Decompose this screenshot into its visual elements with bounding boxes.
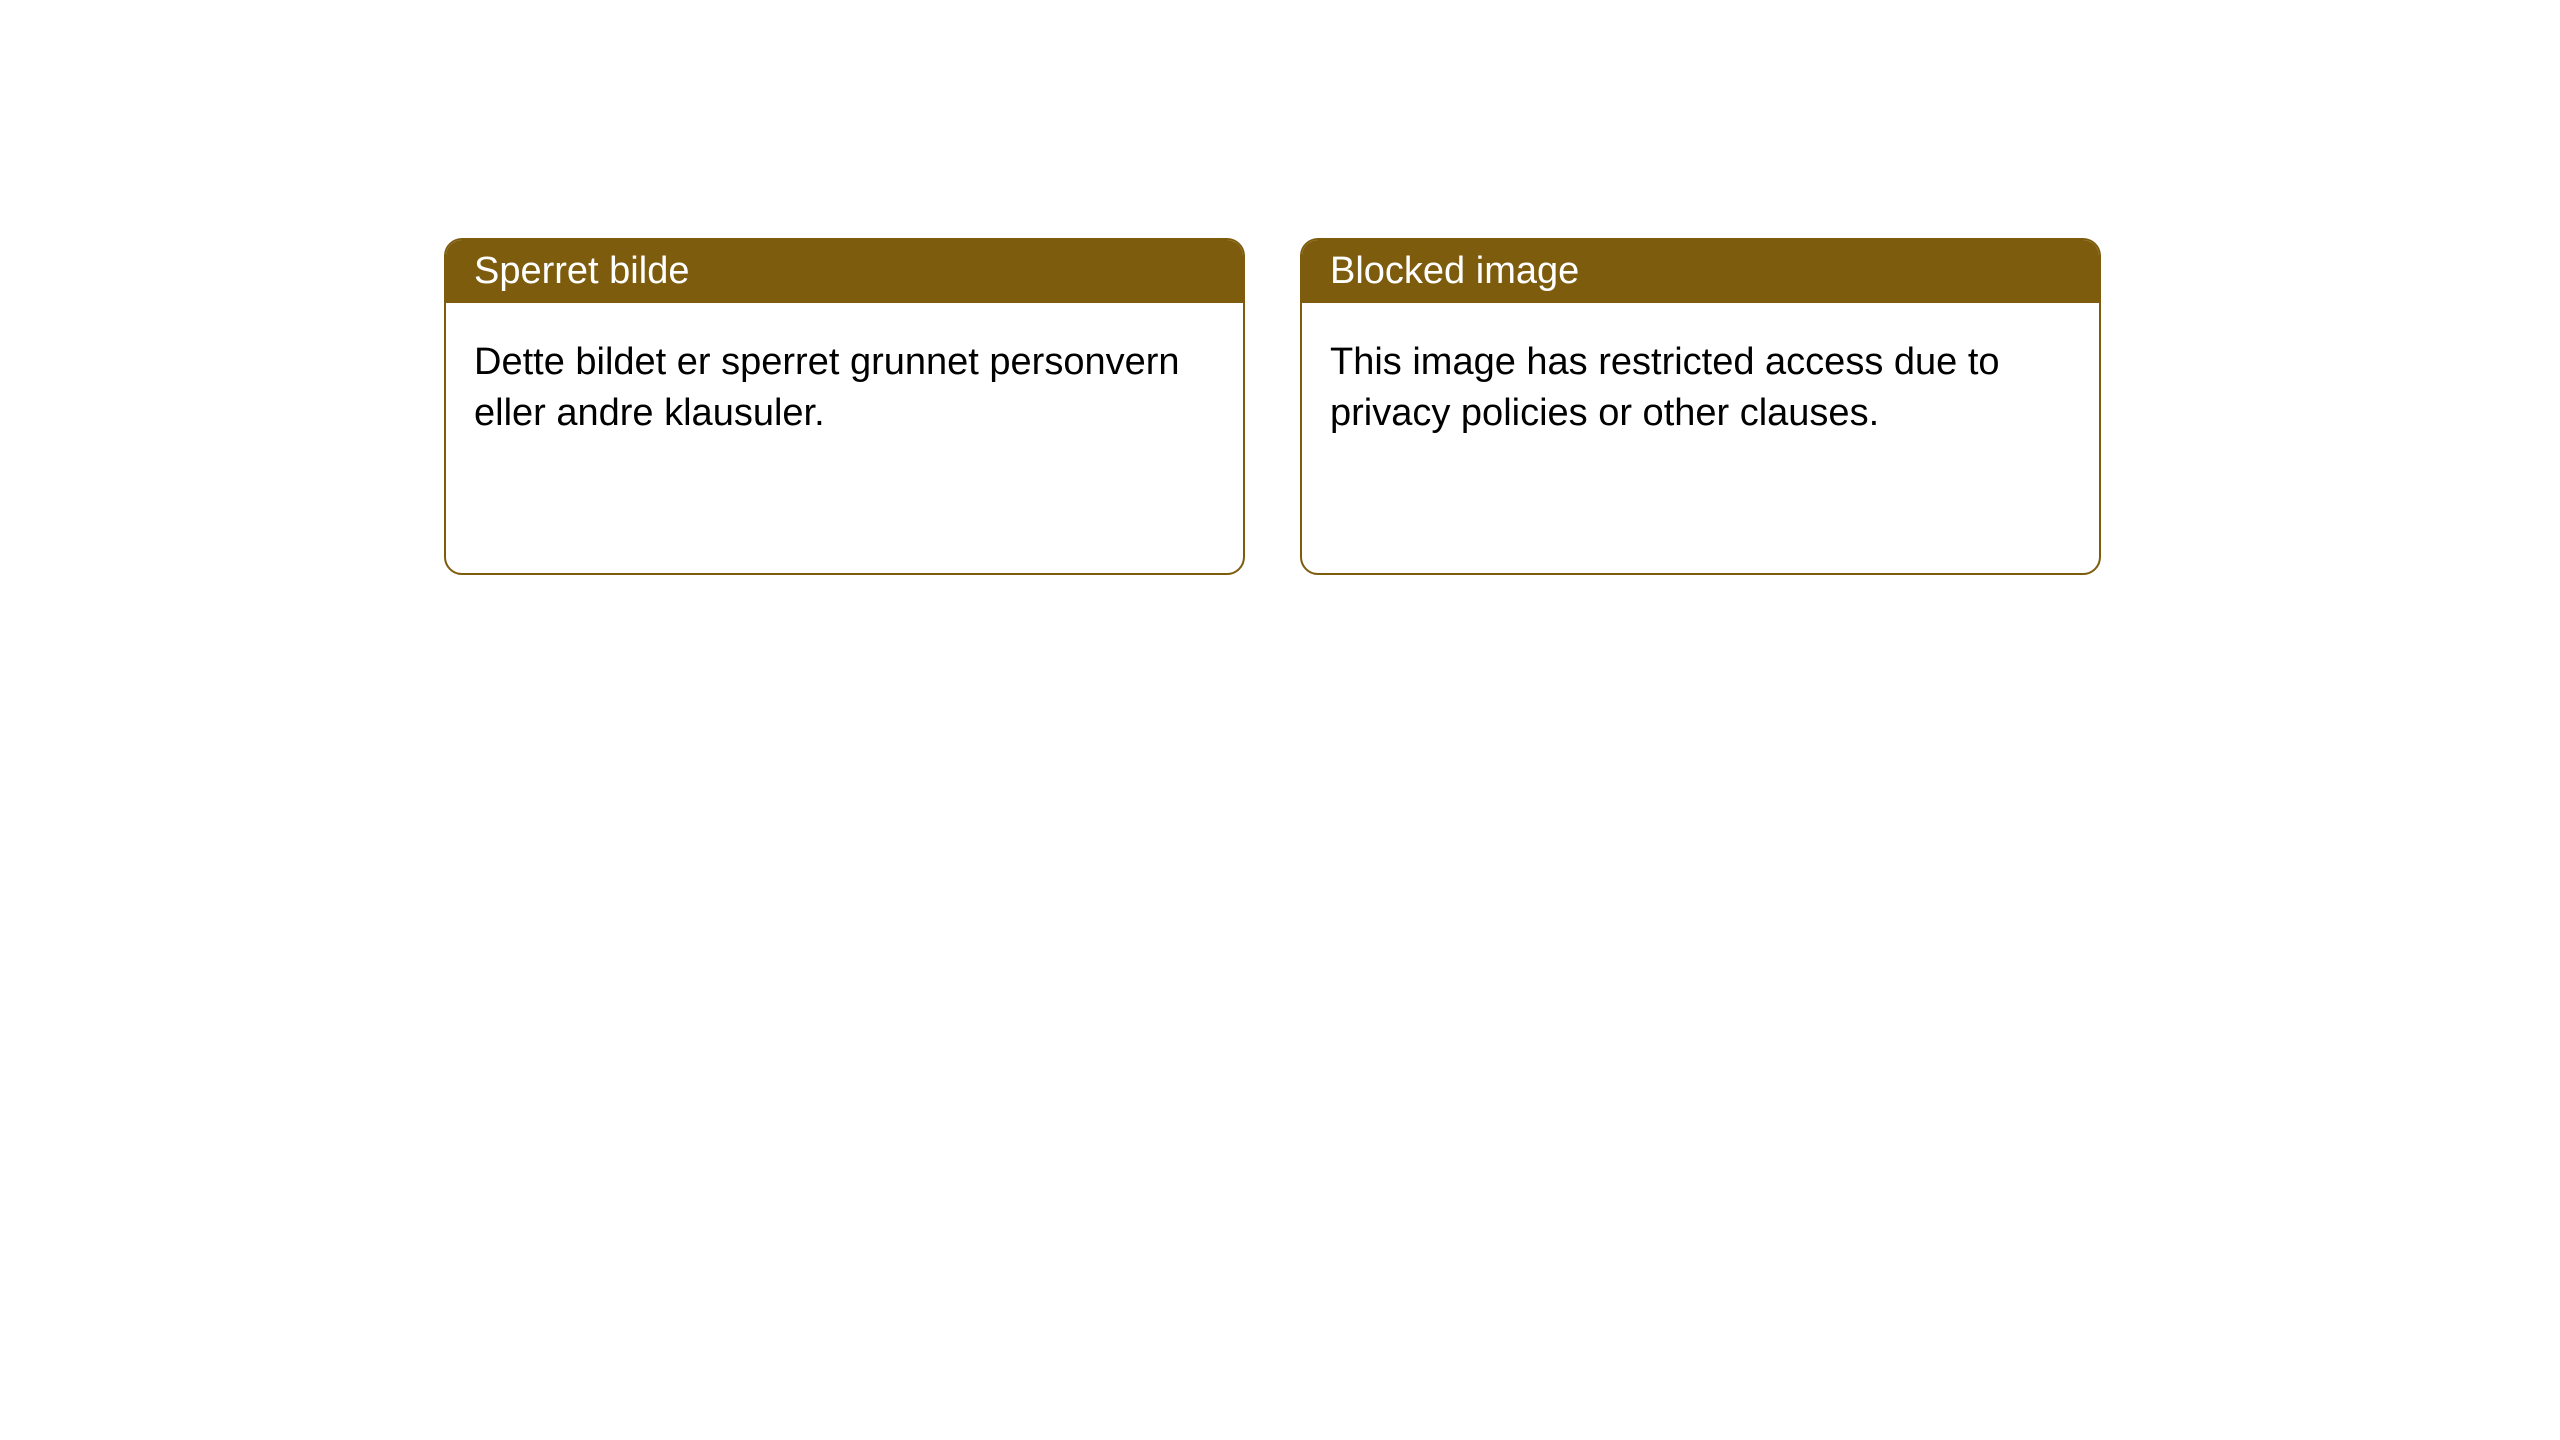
notice-title: Sperret bilde <box>474 250 689 292</box>
notice-body: This image has restricted access due to … <box>1302 303 2099 573</box>
notice-body-text: Dette bildet er sperret grunnet personve… <box>474 341 1180 434</box>
notice-body: Dette bildet er sperret grunnet personve… <box>446 303 1243 573</box>
notice-title: Blocked image <box>1330 250 1579 292</box>
notice-body-text: This image has restricted access due to … <box>1330 341 2000 434</box>
notice-card-norwegian: Sperret bilde Dette bildet er sperret gr… <box>444 238 1245 575</box>
notice-card-english: Blocked image This image has restricted … <box>1300 238 2101 575</box>
notice-container: Sperret bilde Dette bildet er sperret gr… <box>0 0 2560 575</box>
notice-header: Blocked image <box>1302 240 2099 303</box>
notice-header: Sperret bilde <box>446 240 1243 303</box>
